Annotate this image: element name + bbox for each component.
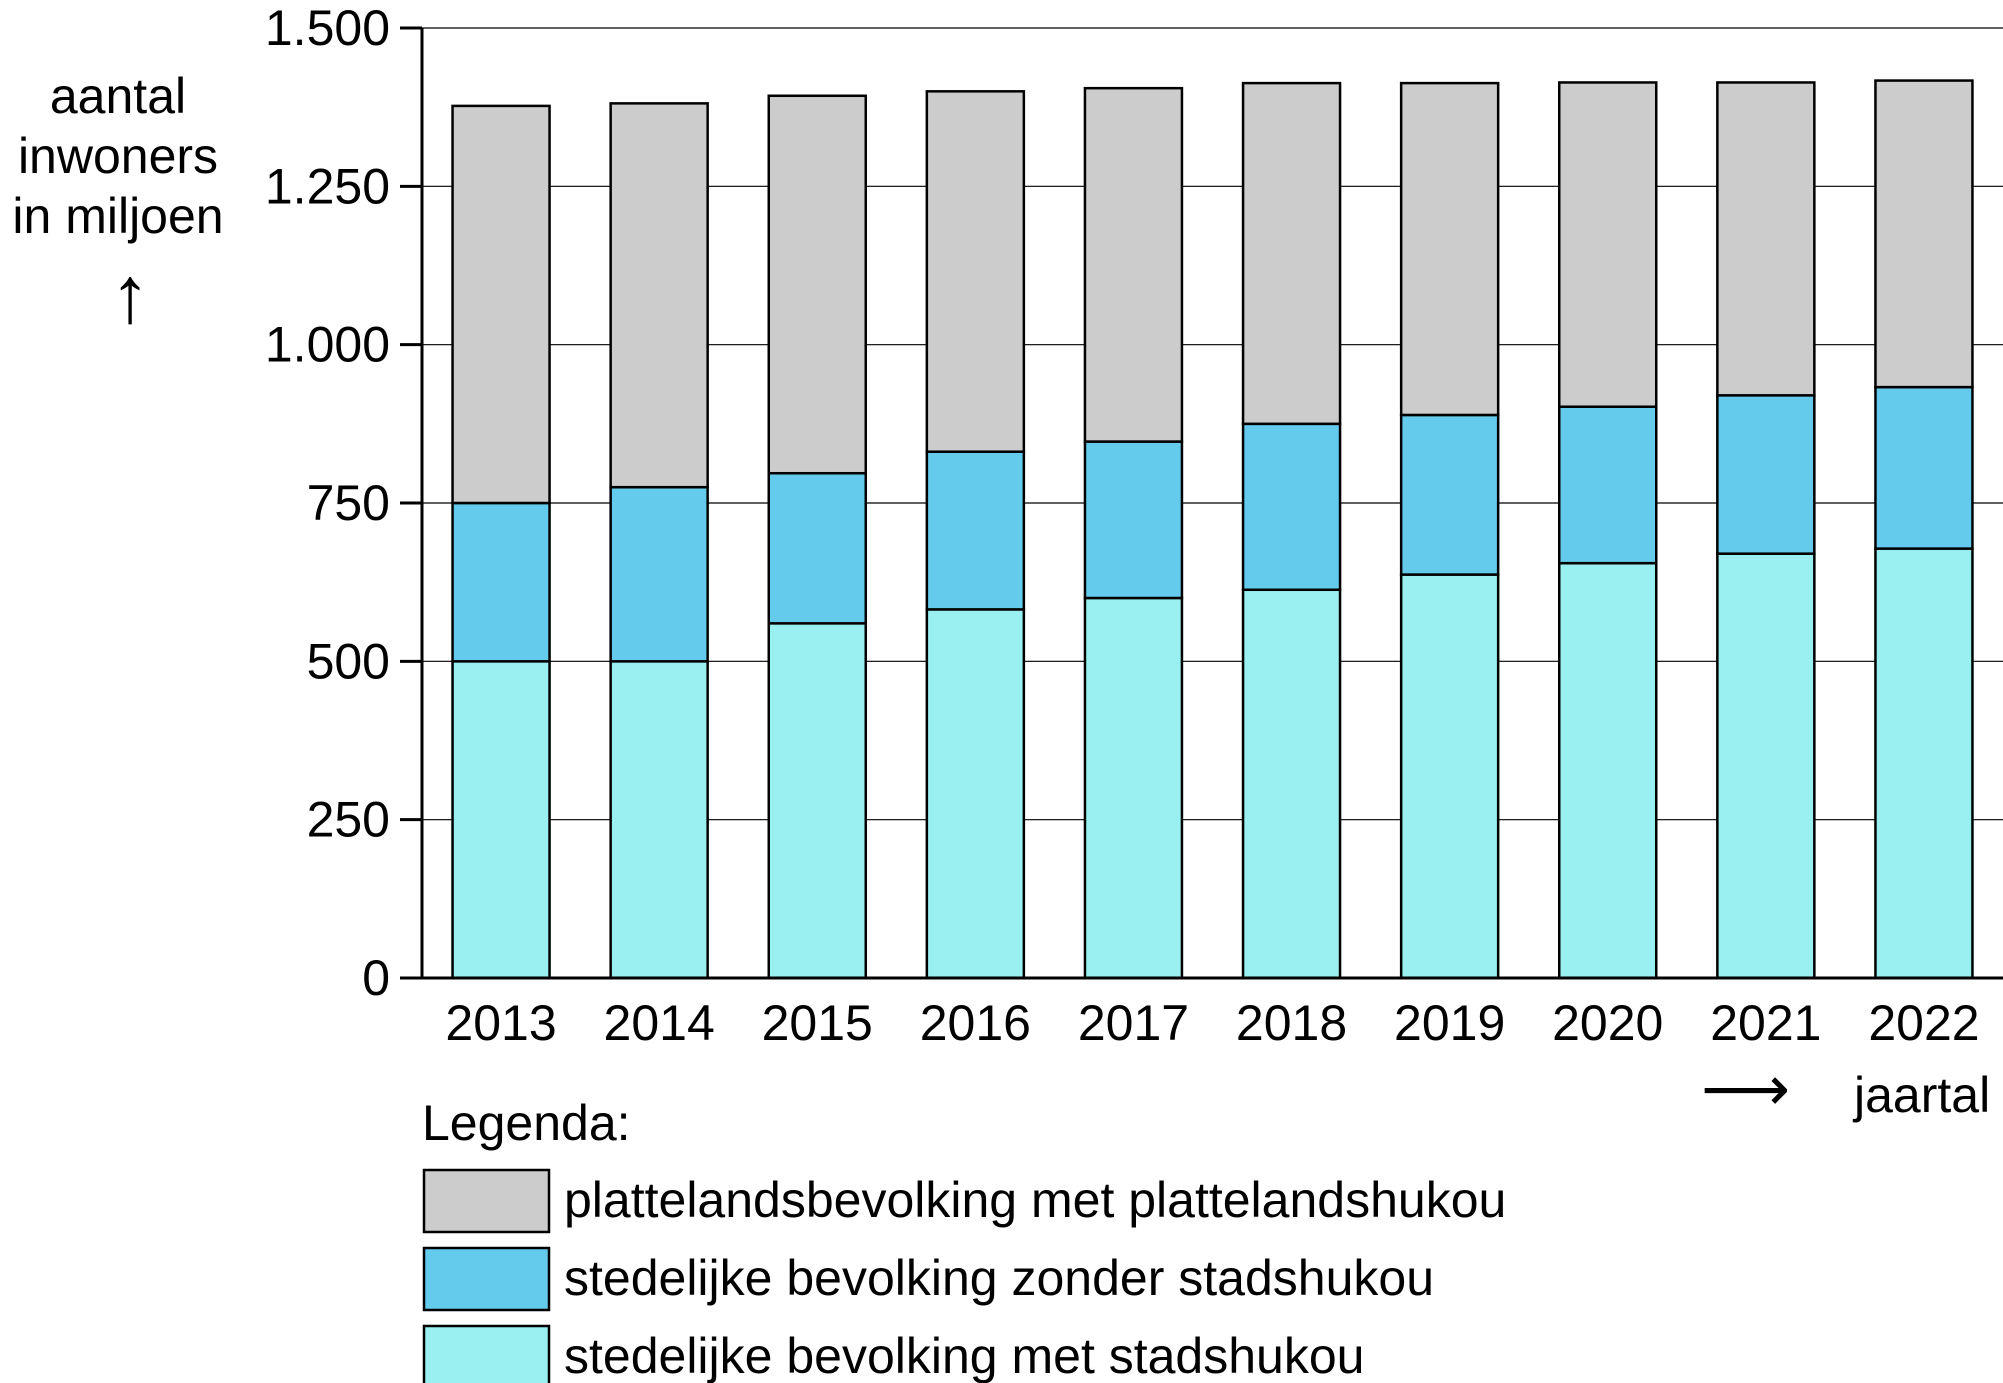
legend-swatch	[422, 1168, 551, 1234]
y-tick-label: 0	[362, 950, 390, 1006]
bar-segment	[1874, 547, 1974, 980]
bar-segment	[1716, 81, 1816, 397]
x-tick-label: 2014	[604, 995, 715, 1051]
bar-stack-2021	[1716, 81, 1816, 980]
y-axis-label-line-2: inwoners	[18, 128, 218, 184]
x-tick-label: 2015	[762, 995, 873, 1051]
bar-segment	[767, 622, 867, 980]
x-axis-label-text: jaartal	[1852, 1067, 1990, 1123]
bar-stack-2020	[1558, 81, 1658, 980]
y-tick-label: 1.000	[265, 317, 390, 373]
x-ticks: 2013 2014 2015 2016 2017 2018 2019 2020 2021 2022	[445, 995, 1979, 1051]
right-arrow-icon: ⟶	[1701, 1055, 1790, 1124]
bar-stack-2022	[1874, 79, 1974, 980]
y-tick-label: 250	[307, 792, 390, 848]
bar-segment	[1083, 440, 1184, 600]
bar-stack-2019	[1399, 81, 1500, 980]
x-tick-label: 2017	[1078, 995, 1189, 1051]
bar-stack-2016	[925, 90, 1026, 980]
x-tick-label: 2020	[1552, 995, 1663, 1051]
bar-segment	[1874, 385, 1974, 550]
y-ticks: 0 250 500 750 1.000 1.250 1.500	[265, 0, 422, 1006]
x-tick-label: 2018	[1236, 995, 1347, 1051]
x-tick-label: 2021	[1710, 995, 1821, 1051]
bar-segment	[1399, 573, 1500, 980]
x-tick-label: 2019	[1394, 995, 1505, 1051]
y-tick-label: 1.500	[265, 0, 390, 56]
bar-segment	[1241, 81, 1342, 426]
legend-label: stedelijke bevolking zonder stadshukou	[564, 1250, 1434, 1306]
bar-segment	[925, 90, 1026, 453]
up-arrow-icon: ↑	[110, 250, 150, 339]
bar-segment	[1083, 596, 1184, 980]
bar-segment	[451, 104, 551, 505]
bar-segment	[1716, 394, 1816, 555]
bar-segment	[1399, 81, 1500, 417]
y-tick-label: 500	[307, 633, 390, 689]
bar-segment	[925, 608, 1026, 980]
bar-stack-2015	[767, 94, 867, 980]
y-axis-label-line-3: in miljoen	[12, 188, 223, 244]
x-tick-label: 2016	[920, 995, 1031, 1051]
x-axis-label: ⟶ jaartal	[1701, 1055, 1990, 1124]
bar-segment	[1399, 413, 1500, 576]
bars	[451, 79, 1974, 980]
bar-segment	[609, 485, 709, 663]
bar-segment	[451, 660, 551, 980]
legend-swatch	[422, 1324, 551, 1383]
bar-segment	[767, 471, 867, 625]
bar-segment	[1083, 86, 1184, 443]
bar-segment	[1241, 422, 1342, 592]
bar-segment	[925, 450, 1026, 611]
legend-title: Legenda:	[422, 1095, 631, 1151]
legend-label: plattelandsbevolking met plattelandshuko…	[564, 1172, 1506, 1228]
bar-segment	[1874, 79, 1974, 389]
y-axis-label: aantal inwoners in miljoen ↑	[12, 68, 223, 339]
x-tick-label: 2022	[1868, 995, 1979, 1051]
bar-segment	[1241, 588, 1342, 980]
bar-segment	[609, 660, 709, 980]
bar-segment	[1558, 81, 1658, 408]
y-tick-label: 750	[307, 475, 390, 531]
bar-segment	[451, 501, 551, 663]
y-tick-label: 1.250	[265, 158, 390, 214]
legend-swatch	[422, 1246, 551, 1312]
y-axis-label-line-1: aantal	[50, 68, 186, 124]
bar-segment	[767, 94, 867, 475]
bar-segment	[1558, 405, 1658, 565]
x-tick-label: 2013	[445, 995, 556, 1051]
bar-stack-2013	[451, 104, 551, 980]
bar-segment	[1716, 552, 1816, 980]
legend-label: stedelijke bevolking met stadshukou	[564, 1328, 1364, 1383]
bar-stack-2014	[609, 102, 709, 980]
bar-segment	[609, 102, 709, 489]
bar-stack-2017	[1083, 86, 1184, 980]
bar-segment	[1558, 561, 1658, 980]
bar-stack-2018	[1241, 81, 1342, 980]
legend: Legenda: plattelandsbevolking met platte…	[422, 1095, 1506, 1383]
